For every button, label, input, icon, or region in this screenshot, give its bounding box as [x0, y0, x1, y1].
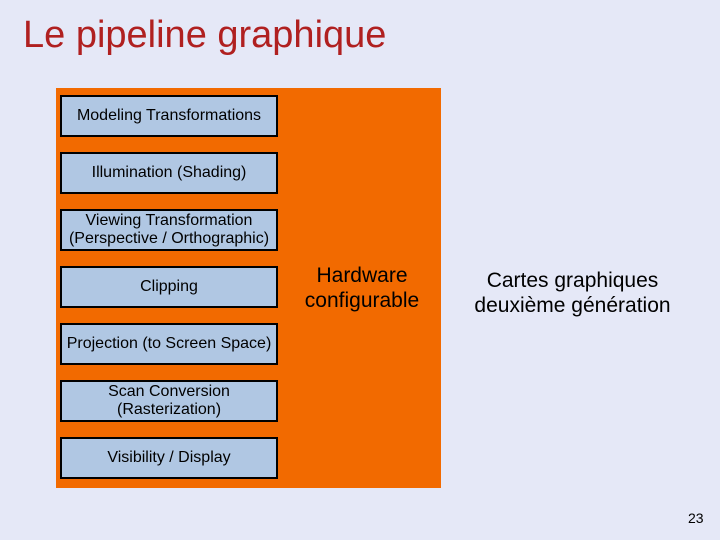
pipeline-stage: Projection (to Screen Space) — [60, 323, 278, 365]
page-number: 23 — [688, 510, 704, 526]
slide: Le pipeline graphique Hardware configura… — [0, 0, 720, 540]
hardware-panel-label: Hardware configurable — [292, 263, 432, 313]
pipeline-stage: Scan Conversion (Rasterization) — [60, 380, 278, 422]
pipeline-stage: Visibility / Display — [60, 437, 278, 479]
pipeline-stage: Clipping — [60, 266, 278, 308]
pipeline-stage: Illumination (Shading) — [60, 152, 278, 194]
pipeline-stage: Modeling Transformations — [60, 95, 278, 137]
slide-title: Le pipeline graphique — [23, 14, 623, 57]
caption-generation: Cartes graphiques deuxième génération — [455, 268, 690, 318]
pipeline-stage: Viewing Transformation (Perspective / Or… — [60, 209, 278, 251]
